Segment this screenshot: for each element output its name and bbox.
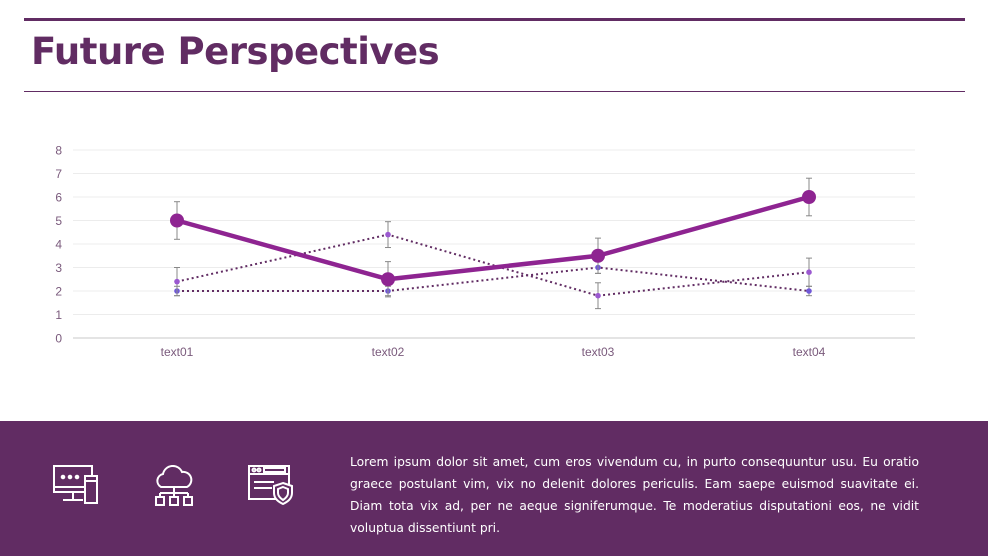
x-tick-label: text01 (161, 345, 194, 359)
browser-security-shield-icon (248, 465, 293, 505)
x-tick-label: text02 (372, 345, 405, 359)
y-tick-label: 2 (55, 285, 62, 299)
series-2-line (176, 233, 810, 297)
footer-panel: Lorem ipsum dolor sit amet, cum eros viv… (0, 421, 988, 556)
cloud-network-icon (155, 465, 193, 506)
data-point (806, 288, 812, 294)
data-point (174, 278, 180, 285)
y-tick-label: 7 (55, 167, 62, 181)
data-point (802, 190, 816, 204)
title-divider (24, 91, 965, 92)
computer-password-icon (53, 465, 98, 504)
y-tick-label: 6 (55, 191, 62, 205)
data-point (591, 248, 605, 263)
y-tick-label: 3 (55, 261, 62, 275)
data-point (595, 292, 601, 299)
data-point (385, 231, 391, 238)
y-tick-label: 8 (55, 144, 62, 158)
y-tick-label: 1 (55, 308, 62, 322)
x-tick-label: text04 (793, 345, 826, 359)
page-title: Future Perspectives (31, 30, 440, 73)
data-point (170, 213, 184, 228)
y-tick-label: 0 (55, 332, 62, 346)
data-point (381, 272, 395, 287)
data-point (806, 269, 812, 275)
series-3-line (177, 266, 810, 292)
y-tick-label: 5 (55, 214, 62, 228)
line-chart: 0 1 2 3 4 5 6 7 8 text01 text02 text03 text04 (55, 144, 915, 359)
top-accent-bar (24, 18, 965, 21)
x-tick-label: text03 (582, 345, 615, 359)
series-1-line (176, 194, 810, 282)
footer-description: Lorem ipsum dolor sit amet, cum eros viv… (350, 455, 919, 535)
y-tick-label: 4 (55, 238, 62, 252)
